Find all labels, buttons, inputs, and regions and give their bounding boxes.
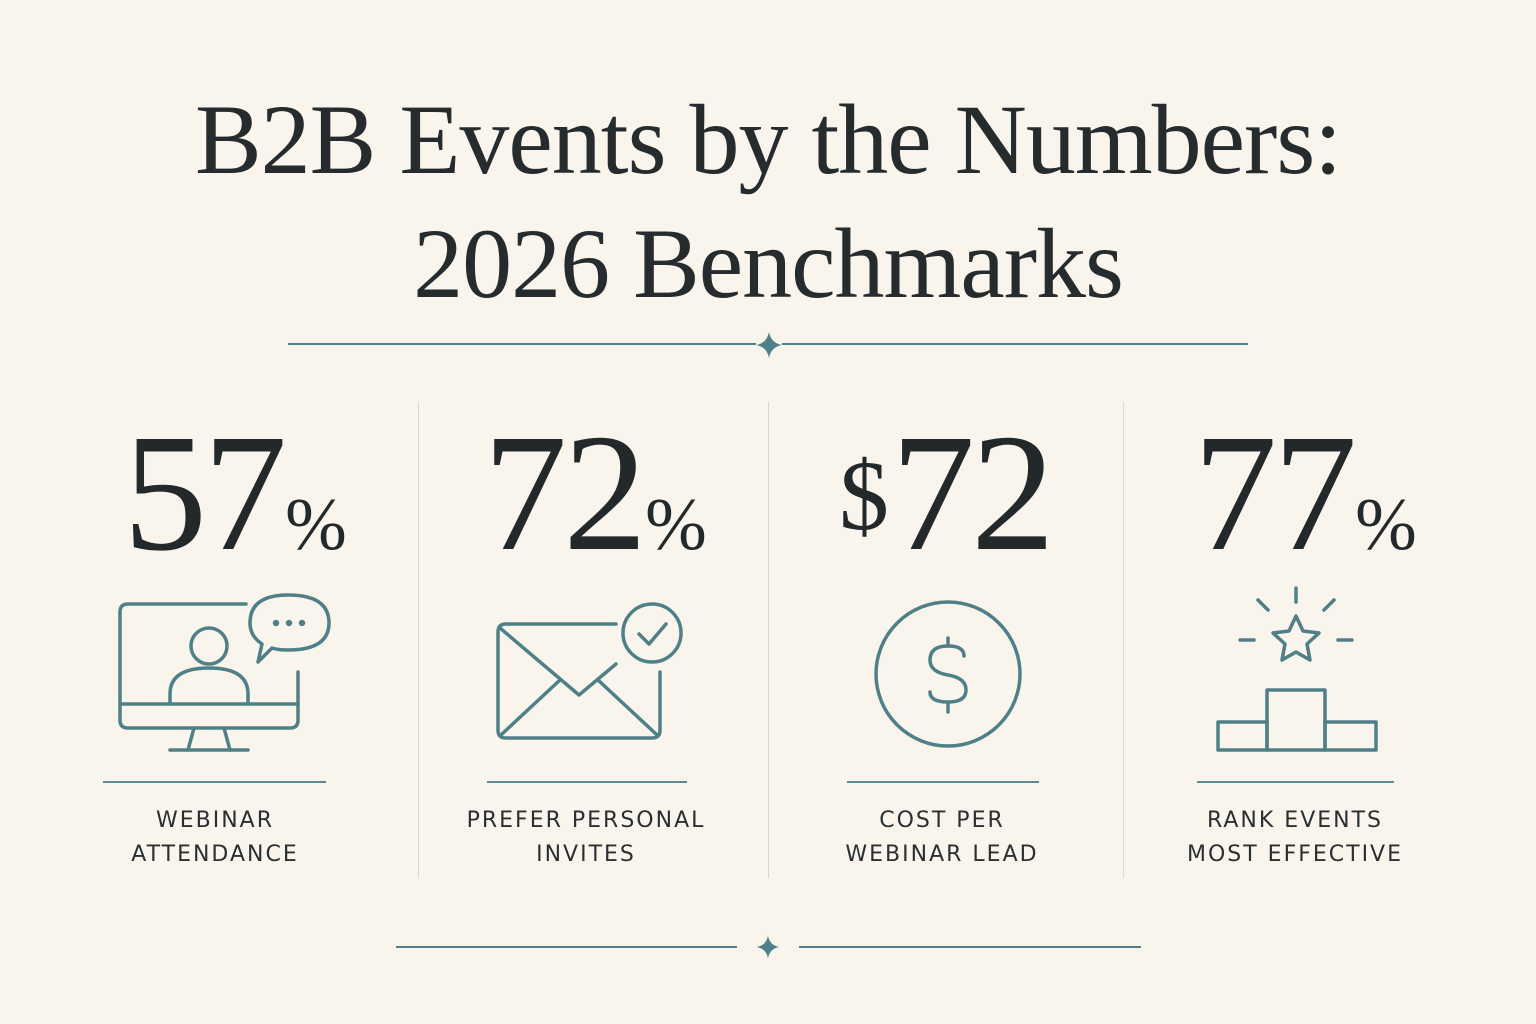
envelope-check-icon [494, 600, 690, 745]
stat-value-events-most-effective: 77 % [1135, 408, 1475, 578]
label-line-1: WEBINAR [155, 808, 275, 833]
webinar-monitor-chat-icon [112, 590, 336, 760]
column-separator-3 [1123, 402, 1124, 878]
stat-number: 72 [891, 400, 1055, 586]
stat-value-cost-per-lead: $ 72 [780, 408, 1110, 578]
label-line-2: MOST EFFECTIVE [1186, 842, 1404, 867]
star-podium-icon [1212, 584, 1384, 756]
stat-rule-2 [487, 781, 687, 783]
label-line-2: ATTENDANCE [131, 842, 299, 867]
top-divider-left [288, 343, 756, 345]
stat-rule-4 [1197, 781, 1394, 783]
stat-value-personal-invites: 72 % [430, 408, 760, 578]
dollar-coin-icon [872, 598, 1024, 750]
stat-suffix: % [285, 484, 347, 566]
stat-rule-3 [847, 781, 1039, 783]
stat-prefix: $ [839, 440, 889, 551]
stat-number: 57 [123, 400, 287, 586]
stat-suffix: % [645, 484, 707, 566]
stat-label-cost-per-lead: COST PER WEBINAR LEAD [792, 804, 1092, 872]
stat-number: 72 [483, 400, 647, 586]
column-separator-1 [418, 402, 419, 878]
label-line-2: WEBINAR LEAD [845, 842, 1039, 867]
label-line-1: RANK EVENTS [1206, 808, 1384, 833]
stat-value-webinar-attendance: 57 % [60, 408, 410, 578]
stat-number: 77 [1193, 400, 1357, 586]
label-line-1: COST PER [879, 808, 1005, 833]
stat-label-events-most-effective: RANK EVENTS MOST EFFECTIVE [1145, 804, 1445, 872]
stat-label-webinar-attendance: WEBINAR ATTENDANCE [65, 804, 365, 872]
column-separator-2 [768, 402, 769, 878]
stat-rule-1 [103, 781, 326, 783]
label-line-2: INVITES [536, 842, 636, 867]
top-sparkle-icon [756, 332, 782, 358]
bottom-divider-left [396, 946, 737, 948]
stat-suffix: % [1355, 484, 1417, 566]
label-line-1: PREFER PERSONAL [466, 808, 706, 833]
page-title-line-2: 2026 Benchmarks [413, 208, 1124, 319]
bottom-divider-right [799, 946, 1141, 948]
top-divider-right [782, 343, 1248, 345]
bottom-sparkle-icon [756, 935, 780, 959]
stat-label-personal-invites: PREFER PERSONAL INVITES [436, 804, 736, 872]
page-title-line-1: B2B Events by the Numbers: [194, 84, 1342, 195]
